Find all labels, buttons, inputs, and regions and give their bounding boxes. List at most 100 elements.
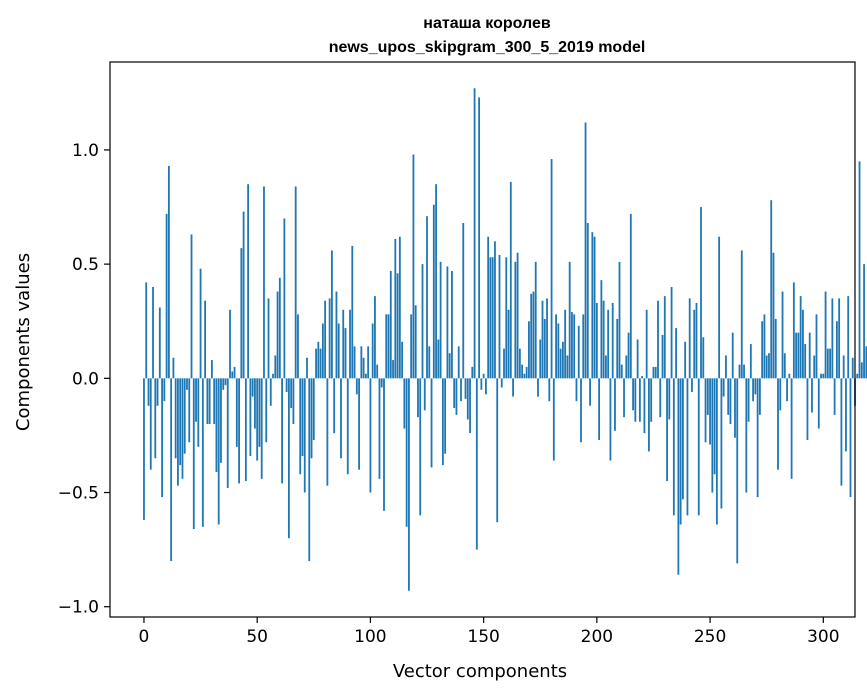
bar-283	[783, 353, 786, 379]
bar-206	[609, 378, 612, 461]
bar-138	[455, 378, 458, 415]
bar-153	[489, 257, 492, 379]
bar-261	[734, 378, 736, 438]
bar-134	[446, 266, 449, 379]
bar-260	[731, 332, 734, 379]
bar-71	[303, 378, 306, 493]
bar-232	[668, 378, 671, 420]
bar-265	[743, 364, 745, 379]
bar-123	[421, 264, 424, 379]
bar-109	[389, 270, 392, 379]
bar-128	[432, 204, 435, 379]
bar-8	[161, 378, 163, 498]
bar-271	[756, 378, 759, 498]
bar-270	[754, 378, 757, 395]
bar-35	[222, 378, 225, 390]
bar-160	[505, 257, 508, 379]
bar-137	[453, 378, 456, 409]
bar-313	[851, 357, 854, 379]
bar-82	[328, 298, 331, 379]
bar-190	[573, 314, 576, 379]
bar-317	[860, 362, 863, 379]
bar-86	[337, 323, 340, 379]
bar-3	[149, 378, 152, 470]
bar-266	[745, 378, 748, 493]
bar-187	[566, 355, 569, 379]
bar-268	[749, 344, 752, 379]
bar-72	[306, 357, 308, 379]
bar-142	[464, 378, 467, 399]
bar-316	[858, 161, 861, 379]
x-axis-label: Vector components	[393, 661, 567, 682]
bar-99	[367, 346, 370, 379]
bar-37	[226, 378, 229, 488]
bar-185	[561, 341, 564, 379]
bar-130	[437, 339, 440, 379]
bar-220	[641, 376, 644, 379]
bar-201	[598, 378, 601, 440]
bar-295	[811, 378, 813, 413]
bar-218	[636, 339, 639, 379]
bar-299	[820, 373, 822, 379]
bar-227	[657, 300, 659, 379]
bar-288	[795, 332, 798, 379]
bar-204	[605, 355, 607, 379]
bar-254	[718, 236, 721, 379]
bar-29	[208, 378, 211, 425]
bar-115	[403, 378, 406, 429]
bar-44	[242, 211, 245, 379]
bar-215	[629, 213, 632, 379]
bar-59	[276, 291, 279, 379]
bar-83	[331, 250, 333, 379]
y-tick-label: 1.0	[72, 141, 99, 161]
bar-174	[537, 378, 539, 397]
bar-26	[201, 378, 204, 527]
bar-249	[706, 378, 709, 415]
x-tick-label: 150	[467, 627, 499, 647]
bar-11	[167, 165, 170, 379]
bar-157	[498, 254, 501, 379]
x-axis-ticks: 0 50 100 150 200 250 300	[139, 617, 840, 647]
bar-121	[417, 378, 419, 418]
bar-281	[779, 378, 782, 411]
bar-0	[143, 378, 145, 520]
bar-120	[414, 305, 417, 379]
bar-133	[444, 378, 447, 454]
bar-125	[426, 216, 428, 379]
bar-55	[267, 298, 270, 379]
bar-49	[254, 378, 256, 429]
bar-52	[260, 378, 263, 479]
bar-33	[217, 378, 220, 525]
bar-315	[856, 373, 859, 379]
bar-81	[326, 378, 329, 486]
bar-70	[301, 378, 304, 456]
bar-116	[405, 378, 408, 527]
bar-197	[589, 378, 591, 406]
bar-79	[321, 323, 324, 379]
bar-277	[770, 200, 773, 379]
bar-45	[244, 378, 247, 482]
bar-298	[817, 378, 820, 429]
bar-300	[822, 373, 825, 379]
bar-141	[462, 223, 465, 379]
y-tick-label: −0.5	[58, 484, 99, 504]
bar-20	[188, 378, 191, 443]
bar-287	[792, 282, 795, 379]
bar-5	[154, 378, 157, 459]
bar-25	[199, 268, 202, 379]
bar-214	[627, 332, 630, 379]
bar-164	[514, 261, 517, 379]
bar-213	[625, 355, 628, 379]
chart-title-line1: наташа королев	[423, 15, 551, 32]
bar-147	[475, 378, 478, 550]
bar-275	[765, 355, 768, 379]
bar-233	[670, 286, 673, 379]
bar-74	[310, 378, 313, 459]
bar-263	[738, 364, 741, 379]
bar-47	[249, 378, 252, 456]
bar-140	[460, 378, 462, 402]
bar-222	[645, 309, 648, 379]
bar-182	[555, 314, 557, 379]
bar-117	[408, 378, 410, 591]
bar-27	[204, 300, 207, 379]
